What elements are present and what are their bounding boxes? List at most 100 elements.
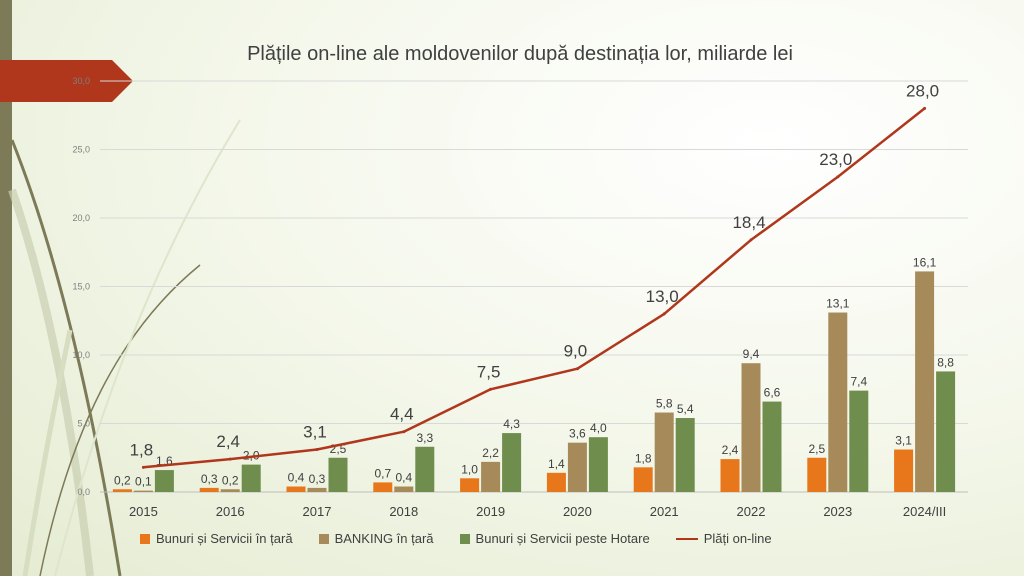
bar-banking <box>481 461 501 492</box>
x-tick-label: 2024/III <box>903 504 946 519</box>
bar-hotare <box>241 464 261 492</box>
legend-swatch-hotare <box>459 533 470 544</box>
y-tick-label: 30,0 <box>72 76 90 86</box>
line-data-label: 4,4 <box>390 405 414 424</box>
bar-hotare <box>154 470 174 492</box>
bar-data-label: 4,3 <box>503 417 520 431</box>
bar-data-label: 2,5 <box>808 442 825 456</box>
bar-data-label: 5,4 <box>677 402 694 416</box>
bar-data-label: 16,1 <box>913 255 937 269</box>
line-plati-online <box>143 107 926 469</box>
legend-swatch-bunuri <box>140 533 150 544</box>
bar-banking <box>567 442 587 492</box>
line-point <box>749 238 753 242</box>
bar-banking <box>133 490 153 492</box>
bar-banking <box>828 312 848 492</box>
x-tick-label: 2015 <box>129 504 158 519</box>
line-data-label: 13,0 <box>646 287 679 306</box>
bar-data-label: 2,4 <box>722 443 739 457</box>
bar-data-label: 0,1 <box>135 475 152 489</box>
bar-hotare <box>675 418 695 492</box>
bar-banking <box>307 487 327 492</box>
line-data-label: 18,4 <box>732 213 765 232</box>
bar-hotare <box>762 401 782 492</box>
y-tick-label: 0,0 <box>77 487 90 497</box>
bar-hotare <box>415 446 435 492</box>
line-data-label: 9,0 <box>564 342 588 361</box>
line-point <box>315 448 319 452</box>
bar-data-label: 0,2 <box>222 473 239 487</box>
bar-bunuri <box>460 478 480 492</box>
bar-data-label: 5,8 <box>656 397 673 411</box>
legend-swatch-banking <box>318 533 329 544</box>
x-tick-label: 2021 <box>650 504 679 519</box>
y-tick-label: 5,0 <box>77 419 90 429</box>
bar-hotare <box>328 457 348 492</box>
line-point <box>923 106 927 110</box>
line-data-label: 3,1 <box>303 423 327 442</box>
bar-data-label: 1,8 <box>635 451 652 465</box>
bar-data-label: 3,6 <box>569 427 586 441</box>
x-tick-label: 2016 <box>216 504 245 519</box>
bar-banking <box>741 363 761 492</box>
bar-data-label: 13,1 <box>826 297 850 311</box>
line-data-label: 23,0 <box>819 150 852 169</box>
line-data-label: 2,4 <box>216 432 240 451</box>
bar-hotare <box>849 390 869 492</box>
bar-data-label: 3,3 <box>416 431 433 445</box>
x-tick-label: 2017 <box>303 504 332 519</box>
legend-item-banking: BANKING în țară <box>318 531 434 546</box>
legend-item-plati: Plăți on-line <box>675 531 772 546</box>
legend: Bunuri și Servicii în țară BANKING în ța… <box>140 531 772 546</box>
bar-data-label: 0,7 <box>374 466 391 480</box>
bar-bunuri <box>112 489 132 492</box>
bar-banking <box>394 486 414 492</box>
y-tick-label: 20,0 <box>72 213 90 223</box>
bar-data-label: 8,8 <box>937 355 954 369</box>
y-tick-label: 10,0 <box>72 350 90 360</box>
bar-data-label: 0,4 <box>288 471 305 485</box>
line-point <box>575 367 579 371</box>
bar-data-label: 0,4 <box>395 471 412 485</box>
legend-label-hotare: Bunuri și Servicii peste Hotare <box>475 531 650 546</box>
legend-line-plati <box>675 537 698 540</box>
bar-hotare <box>502 433 522 492</box>
bar-data-label: 0,3 <box>201 472 218 486</box>
bar-data-label: 2,2 <box>482 446 499 460</box>
bar-data-label: 7,4 <box>850 375 867 389</box>
legend-label-plati: Plăți on-line <box>703 531 772 546</box>
bar-data-label: 3,1 <box>895 434 912 448</box>
bar-data-label: 4,0 <box>590 421 607 435</box>
line-data-label: 1,8 <box>130 440 154 459</box>
bar-banking <box>654 412 674 492</box>
chart-title: Plățile on-line ale moldovenilor după de… <box>247 43 793 65</box>
bar-bunuri <box>894 449 914 492</box>
bar-bunuri <box>546 472 566 492</box>
x-tick-label: 2023 <box>823 504 852 519</box>
bar-data-label: 0,3 <box>309 472 326 486</box>
bar-hotare <box>936 371 956 492</box>
bar-bunuri <box>199 487 219 492</box>
legend-label-bunuri: Bunuri și Servicii în țară <box>156 531 293 546</box>
y-tick-label: 25,0 <box>72 145 90 155</box>
bar-hotare <box>588 437 608 492</box>
bar-banking <box>220 489 240 492</box>
line-point <box>836 175 840 179</box>
line-point <box>141 465 145 469</box>
x-tick-label: 2020 <box>563 504 592 519</box>
line-point <box>402 430 406 434</box>
bar-bunuri <box>286 486 306 492</box>
x-tick-label: 2022 <box>737 504 766 519</box>
decorative-curves <box>8 119 241 576</box>
line-data-label: 28,0 <box>906 81 939 100</box>
bar-bunuri <box>373 482 393 492</box>
line-point <box>228 457 232 461</box>
bar-bunuri <box>807 457 827 492</box>
x-tick-label: 2019 <box>476 504 505 519</box>
legend-item-bunuri: Bunuri și Servicii în țară <box>140 531 293 546</box>
bar-data-label: 6,6 <box>764 386 781 400</box>
bar-data-label: 0,2 <box>114 473 131 487</box>
left-accent-bar <box>0 0 12 576</box>
